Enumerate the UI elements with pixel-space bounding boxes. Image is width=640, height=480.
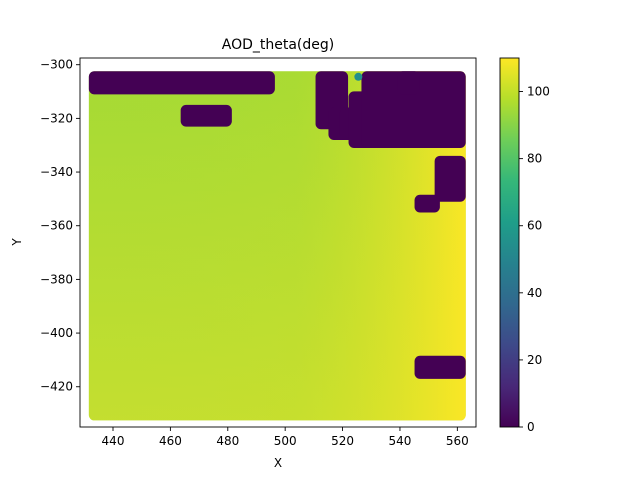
region-8	[434, 155, 466, 202]
x-tick-label-5: 540	[389, 434, 412, 448]
y-tick-label-3: −360	[40, 219, 73, 233]
colorbar-bar	[499, 57, 520, 428]
x-tick-label-6: 560	[446, 434, 469, 448]
y-axis-label: Y	[10, 238, 24, 247]
plot-frame	[79, 57, 477, 428]
colorbar-tick-label-5: 100	[527, 85, 550, 99]
y-tick-label-6: −420	[40, 380, 73, 394]
colorbar-tick-label-4: 80	[527, 152, 542, 166]
region-9	[414, 194, 440, 213]
colorbar-tick-label-2: 40	[527, 286, 542, 300]
colorbar-tick-label-3: 60	[527, 219, 542, 233]
region-6	[361, 71, 466, 149]
colorbar-tick-label-1: 20	[527, 353, 542, 367]
y-tick-label-2: −340	[40, 165, 73, 179]
colorbar-axis: 0 20 40 60 80 100	[519, 85, 550, 434]
x-axis: 440 460 480 500 520 540 560	[102, 427, 469, 448]
region-7	[397, 71, 420, 95]
x-axis-label: X	[274, 456, 282, 470]
y-axis: −300 −320 −340 −360 −380 −400 −420	[40, 58, 80, 394]
y-tick-label-5: −400	[40, 326, 73, 340]
x-tick-label-0: 440	[102, 434, 125, 448]
region-10	[414, 355, 466, 379]
field-gradient-y	[88, 71, 466, 421]
plot-area	[88, 71, 466, 421]
data-regions	[88, 71, 466, 379]
data-field	[88, 71, 466, 421]
data-highlights	[354, 72, 363, 81]
highlight-point-0	[354, 72, 363, 81]
colorbar-tick-label-0: 0	[527, 420, 535, 434]
x-tick-label-4: 520	[331, 434, 354, 448]
chart-title: AOD_theta(deg)	[222, 37, 335, 53]
y-tick-label-4: −380	[40, 272, 73, 286]
x-tick-label-2: 480	[216, 434, 239, 448]
colorbar: 0 20 40 60 80 100	[499, 57, 550, 434]
region-1	[180, 104, 232, 127]
region-0	[88, 71, 275, 95]
x-tick-label-1: 460	[159, 434, 182, 448]
y-tick-label-0: −300	[40, 58, 73, 72]
x-tick-label-3: 500	[274, 434, 297, 448]
y-tick-label-1: −320	[40, 111, 73, 125]
